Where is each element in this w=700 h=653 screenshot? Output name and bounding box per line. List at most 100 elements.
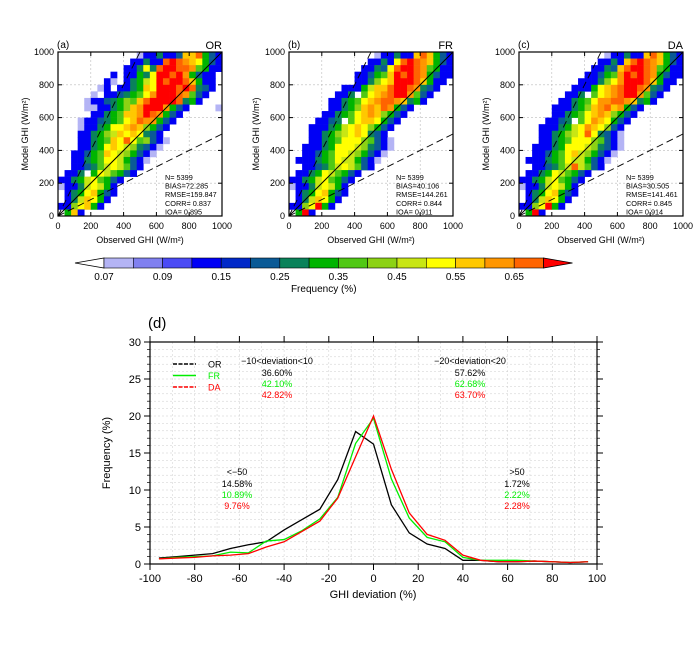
density-cell [374,78,382,86]
density-cell [58,202,65,210]
y-tick-label: 30 [129,337,141,349]
density-cell [374,58,382,66]
density-cell [156,117,164,125]
density-cell [623,91,631,99]
density-cell [538,170,546,177]
density-cell [341,104,349,112]
density-cell [162,91,170,99]
density-cell [400,104,408,112]
density-cell [90,97,98,105]
density-cell [90,137,98,145]
density-cell [361,143,369,151]
density-cell [143,150,151,158]
density-cell [571,84,579,92]
density-cell [571,104,579,112]
x-tick-label: 1000 [212,221,232,231]
density-cell [77,117,85,125]
density-cell [176,84,183,92]
density-cell [97,130,105,138]
density-cell [532,202,539,210]
density-cell [110,117,118,125]
stats-text: RMSE=141.461 [626,190,678,199]
density-cell [413,71,421,79]
density-cell [413,58,421,66]
density-cell [538,163,546,171]
density-cell [136,58,144,66]
density-cell [676,58,684,66]
density-cell [610,97,618,105]
density-cell [630,58,638,66]
density-cell [328,143,336,151]
density-cell [374,65,382,72]
density-cell [637,71,644,79]
density-cell [302,189,309,197]
density-cell [578,143,585,151]
density-cell [90,150,98,158]
annotation-title-range20: −20<deviation<20 [434,356,506,366]
stats-text: BIAS=30.505 [626,182,669,191]
density-cell [439,78,447,86]
y-tick-label: 15 [129,448,141,460]
density-cell [617,65,625,72]
density-cell [413,78,421,86]
density-cell [400,52,408,59]
density-cell [551,189,559,197]
density-cell [149,52,157,59]
density-cell [617,97,625,105]
density-cell [117,124,124,132]
density-cell [156,97,164,105]
density-cell [71,176,78,184]
density-cell [334,189,342,197]
density-cell [77,209,85,217]
density-cell [143,137,151,145]
density-cell [308,176,316,184]
density-cell [71,189,78,197]
colorbar-tick-label: 0.35 [329,272,349,283]
density-cell [650,71,658,79]
density-cell [564,170,572,177]
density-cell [545,170,553,177]
density-cell [558,156,566,164]
density-cell [393,52,401,59]
colorbar-high-triangle [543,257,573,269]
density-cell [169,111,177,118]
density-cell [103,137,111,145]
density-cell [302,163,309,171]
density-cell [571,150,579,158]
density-cell [545,143,553,151]
density-cell [308,130,316,138]
density-cell [195,58,203,66]
x-tick-label: 800 [182,221,197,231]
density-cell [643,65,651,72]
density-cell [604,143,612,151]
density-cell [564,91,572,99]
y-tick-label: 1000 [265,47,285,57]
x-tick-label: 800 [413,221,428,231]
stats-text: RMSE=159.847 [165,190,217,199]
density-cell [630,84,638,92]
density-cell [433,84,441,92]
density-cell [97,84,105,92]
density-cell [58,176,65,184]
density-cell [334,176,342,184]
density-cell [202,78,210,86]
density-cell [578,91,585,99]
density-cell [400,78,408,86]
colorbar: 0.07 0.09 0.15 0.25 0.35 0.45 0.55 0.65 Frequenc… [74,257,573,295]
density-cell [295,176,303,184]
density-cell [321,117,329,125]
density-cell [77,163,85,171]
density-cell [393,91,401,99]
density-cell [130,143,138,151]
density-cell [354,130,362,138]
density-cell [564,150,572,158]
density-cell [195,91,203,99]
density-cell [446,71,454,79]
stats-text: IOA= 0.911 [396,207,433,216]
density-cell [162,65,170,72]
density-cell [545,150,553,158]
annotation-value-below50: 9.76% [224,501,250,511]
density-cell [130,111,138,118]
stats-text: BIAS=40.106 [396,182,439,191]
density-cell [149,111,157,118]
